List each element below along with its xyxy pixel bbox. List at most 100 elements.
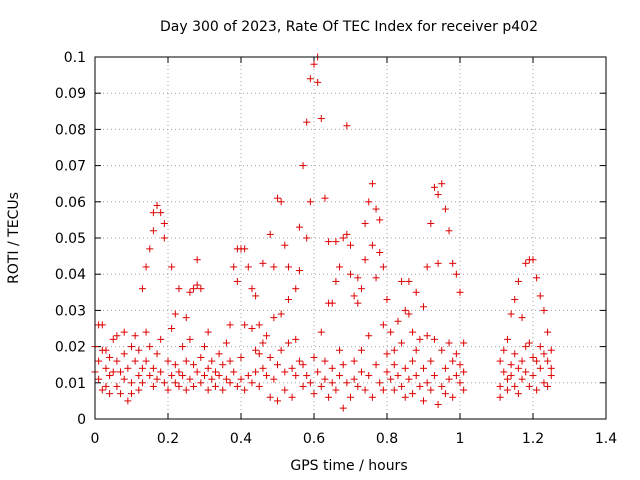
data-point [171,361,179,369]
data-points [91,53,555,412]
data-point [142,263,150,271]
data-point [241,386,249,394]
data-point [171,379,179,387]
data-point [529,256,537,264]
data-point [175,382,183,390]
data-point [529,353,537,361]
data-point [281,368,289,376]
data-point [336,372,344,380]
data-point [544,357,552,365]
data-point [496,393,504,401]
data-point [343,122,351,130]
y-tick-label: 0.03 [55,303,86,319]
grid-lines [95,57,606,419]
data-point [368,180,376,188]
data-point [398,339,406,347]
data-point [401,393,409,401]
data-point [409,357,417,365]
data-point [270,375,278,383]
data-point [383,368,391,376]
data-point [445,227,453,235]
data-point [226,321,234,329]
data-point [252,368,260,376]
data-point [284,296,292,304]
data-point [536,364,544,372]
data-point [525,339,533,347]
x-axis-title: GPS time / hours [290,458,407,474]
data-point [514,277,522,285]
x-tick-label: 1 [456,431,465,447]
data-point [420,397,427,405]
data-point [354,382,362,390]
data-point [204,364,212,372]
y-tick-label: 0.04 [55,267,86,283]
data-point [270,263,278,271]
data-point [190,382,198,390]
data-point [328,379,336,387]
plot-frame [94,56,607,420]
data-point [186,375,194,383]
data-point [361,256,369,264]
data-point [197,353,205,361]
data-point [292,335,300,343]
data-point [536,343,544,351]
data-point [248,325,256,332]
data-point [416,382,424,390]
data-point [390,386,398,394]
data-point [266,230,274,238]
data-point [314,78,322,86]
data-point [533,357,541,365]
data-point [379,263,387,271]
data-point [332,386,340,394]
data-point [179,372,187,380]
data-point [405,375,413,383]
data-point [135,346,143,354]
data-point [171,310,179,318]
data-point [390,346,398,354]
data-point [138,379,146,387]
data-point [503,386,511,394]
data-point [153,201,161,209]
data-point [412,346,420,354]
data-point [157,368,165,376]
data-point [131,357,139,365]
data-point [449,357,457,365]
data-point [321,357,329,365]
x-tick-label: 0.6 [303,431,325,447]
data-point [263,372,271,380]
data-point [160,379,168,387]
data-point [259,259,267,267]
data-point [328,364,336,372]
data-point [507,372,515,380]
y-tick-label: 0.05 [55,231,86,247]
data-point [456,361,464,369]
data-point [208,357,216,365]
data-point [540,379,548,387]
data-point [503,375,511,383]
y-tick-label: 0.06 [55,195,86,211]
data-point [153,375,161,383]
data-point [420,364,427,372]
data-point [317,115,325,123]
data-point [215,372,223,380]
data-point [365,198,373,206]
data-point [230,263,238,271]
data-point [317,382,325,390]
data-point [350,375,358,383]
data-point [182,314,190,322]
data-point [438,382,446,390]
data-point [190,285,198,293]
data-point [233,382,241,390]
data-point [401,364,409,372]
data-point [149,209,157,217]
data-point [357,346,365,354]
data-point [124,397,132,405]
data-point [222,375,230,383]
data-point [120,328,128,336]
data-point [219,386,227,394]
data-point [438,346,446,354]
data-point [529,372,537,380]
data-point [441,364,449,372]
data-point [405,277,413,285]
data-point [106,353,114,361]
